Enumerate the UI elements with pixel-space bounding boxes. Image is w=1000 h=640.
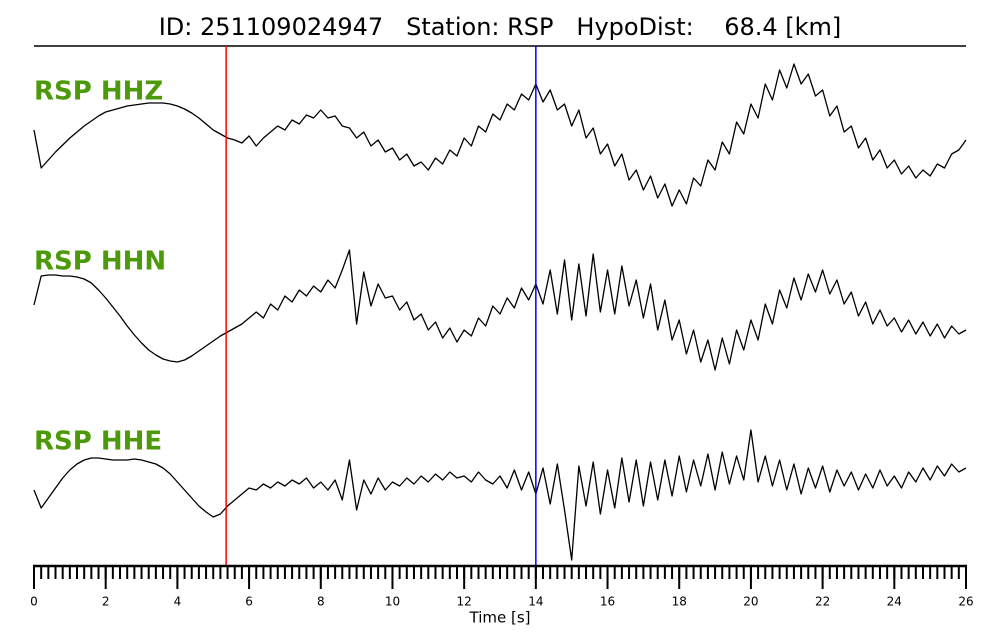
x-tick-label: 16 [600, 595, 615, 609]
x-tick-label: 24 [887, 595, 902, 609]
waveform [33, 429, 967, 561]
trace-label: RSP HHZ [34, 77, 163, 107]
x-tick-label: 20 [743, 595, 758, 609]
x-tick-label: 22 [815, 595, 830, 609]
trace-label: RSP HHN [34, 247, 166, 277]
x-tick-label: 10 [385, 595, 400, 609]
x-tick-label: 8 [317, 595, 325, 609]
x-tick-label: 2 [102, 595, 110, 609]
chart-title: ID: 251109024947 Station: RSP HypoDist: … [159, 13, 842, 41]
waveform [33, 63, 967, 207]
x-tick-label: 0 [30, 595, 38, 609]
x-tick-label: 12 [457, 595, 472, 609]
x-tick-label: 14 [528, 595, 543, 609]
x-tick-label: 4 [174, 595, 182, 609]
x-axis-label: Time [s] [469, 609, 531, 627]
x-tick-label: 26 [958, 595, 973, 609]
x-tick-label: 18 [672, 595, 687, 609]
trace-label: RSP HHE [34, 427, 162, 457]
x-tick-label: 6 [245, 595, 253, 609]
waveform [33, 249, 967, 371]
